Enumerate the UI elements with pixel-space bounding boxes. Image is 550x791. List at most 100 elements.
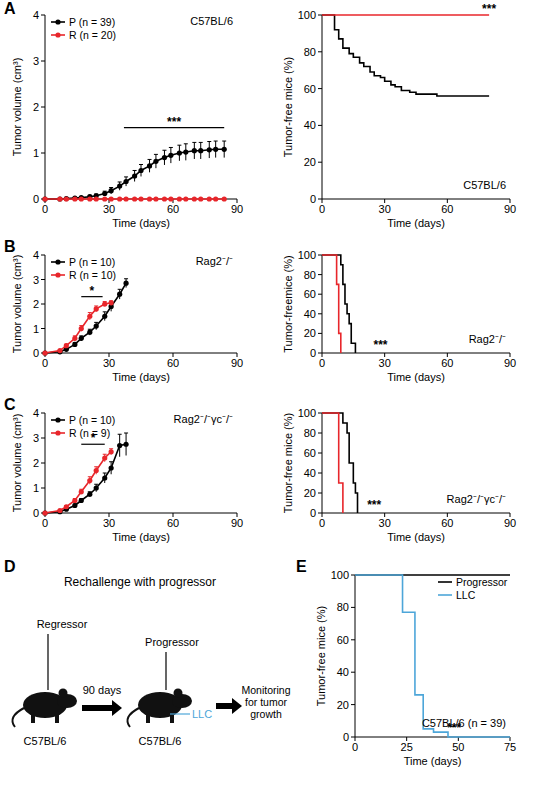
x-tick-label: 60 (167, 357, 179, 369)
x-tick-label: 25 (401, 741, 413, 753)
legend-label: P (n = 10) (69, 256, 115, 268)
x-tick-label: 30 (103, 203, 115, 215)
y-tick (41, 438, 45, 439)
legend-marker (55, 32, 60, 37)
series-line (322, 413, 358, 513)
marker (198, 148, 203, 153)
significance-label: *** (167, 115, 181, 129)
marker (79, 336, 84, 341)
y-tick-label: 4 (33, 407, 39, 419)
y-tick-label: 80 (304, 427, 316, 439)
x-tick-label: 60 (441, 517, 453, 529)
legend-label: P (n = 39) (69, 16, 115, 28)
llc-label: LLC (192, 708, 212, 720)
arrow (82, 700, 122, 716)
x-tick-label: 0 (42, 357, 48, 369)
panel-label: E (296, 558, 307, 575)
y-tick (41, 61, 45, 62)
series-line (322, 14, 489, 16)
x-tick-label: 90 (504, 203, 516, 215)
y-tick-label: 100 (331, 569, 349, 581)
y-tick (318, 513, 322, 514)
y-tick (318, 353, 322, 354)
legend-marker (55, 259, 60, 264)
y-tick (318, 433, 322, 434)
error-cap (109, 187, 113, 188)
marker (42, 510, 47, 515)
marker (64, 196, 69, 201)
legend-label: LLC (456, 589, 476, 601)
x-tick-label: 75 (504, 741, 516, 753)
series-line (45, 149, 224, 199)
marker (64, 504, 69, 509)
marker (117, 443, 122, 448)
error-cap (162, 150, 166, 151)
x-tick-label: 30 (379, 517, 391, 529)
x-tick-label: 0 (319, 203, 325, 215)
y-axis-label: Tumor volume (cm³) (11, 414, 23, 513)
error-cap (103, 311, 107, 312)
y-tick (318, 199, 322, 200)
y-tick (41, 107, 45, 108)
y-tick (41, 255, 45, 256)
y-tick (41, 304, 45, 305)
arrow (216, 698, 242, 714)
mouse-tail (127, 708, 139, 727)
legend-marker (55, 430, 60, 435)
x-tick-label: 0 (319, 517, 325, 529)
marker (177, 196, 182, 201)
y-tick-label: 1 (33, 323, 39, 335)
chart: 030609001234Time (days)Tumor volume (cm³… (11, 407, 243, 543)
x-tick-label: 0 (319, 357, 325, 369)
y-tick-label: 20 (304, 156, 316, 168)
y-tick-label: 60 (304, 288, 316, 300)
marker (123, 442, 128, 447)
y-tick (318, 493, 322, 494)
marker (123, 281, 128, 286)
y-tick (318, 15, 322, 16)
significance-label: *** (482, 2, 496, 16)
error-cap (118, 181, 122, 182)
marker (64, 196, 69, 201)
y-tick (41, 328, 45, 329)
plot-area (322, 413, 358, 513)
marker (79, 489, 84, 494)
chart: 030609001234Time (days)Tumor volume (cm³… (11, 9, 243, 229)
x-tick-label: 50 (452, 741, 464, 753)
y-tick-label: 0 (343, 731, 349, 743)
y-axis-label: Tumor-free mice (%) (282, 413, 294, 513)
y-tick-label: 20 (337, 699, 349, 711)
x-tick-label: 60 (441, 357, 453, 369)
marker (198, 196, 203, 201)
y-tick-label: 40 (304, 308, 316, 320)
marker (94, 468, 99, 473)
y-tick (318, 255, 322, 256)
error-cap (207, 141, 211, 142)
mouse-label: C57BL/6 (24, 735, 67, 747)
marker (117, 184, 122, 189)
error-cap (103, 473, 107, 474)
significance-label: * (90, 284, 95, 298)
error-cap (192, 142, 196, 143)
mouse-icon (127, 689, 192, 728)
marker (162, 196, 167, 201)
panel-label: D (4, 558, 16, 575)
marker (109, 465, 114, 470)
error-cap (133, 170, 137, 171)
marker (222, 147, 227, 152)
y-tick-label: 4 (33, 9, 39, 21)
marker (213, 147, 218, 152)
series-line (45, 303, 111, 353)
error-cap (88, 312, 92, 313)
error-cap (124, 433, 128, 434)
marker (123, 179, 128, 184)
mouse-ear (59, 689, 68, 698)
marker (109, 188, 114, 193)
y-axis (355, 575, 356, 737)
x-tick-label: 0 (42, 203, 48, 215)
chart: 0306090020406080100Time (days)Tumor-free… (282, 2, 516, 229)
x-tick-label: 30 (379, 203, 391, 215)
error-cap (222, 141, 226, 142)
y-tick-label: 0 (33, 347, 39, 359)
error-cap (109, 461, 113, 462)
